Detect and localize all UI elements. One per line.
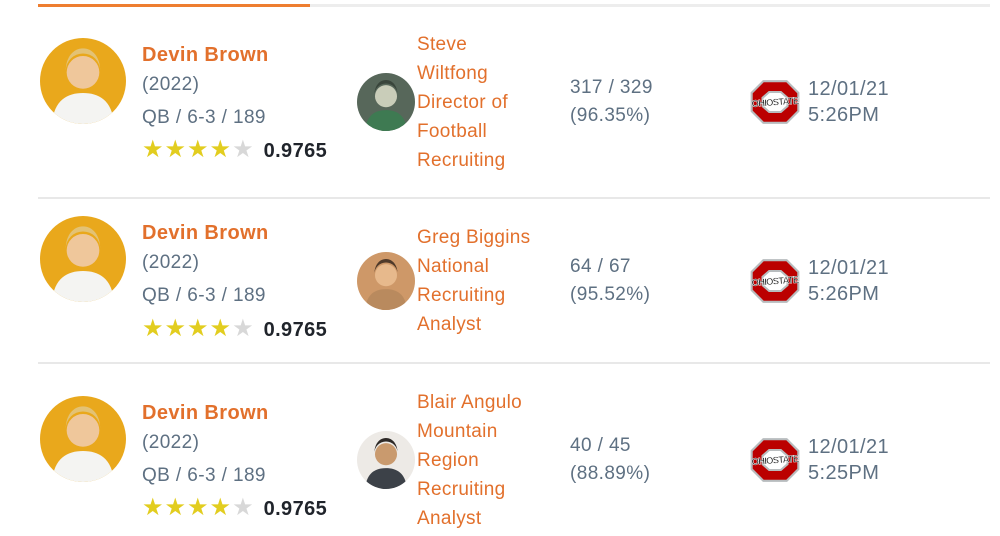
prediction-row: Devin Brown (2022) QB / 6-3 / 189 ★★★★★ …	[0, 199, 1000, 362]
prediction-timestamp: 12/01/21 5:25PM	[808, 434, 889, 486]
player-cell: Devin Brown (2022) QB / 6-3 / 189 ★★★★★ …	[40, 216, 357, 345]
expert-cell: Blair Angulo Mountain Region Recruiting …	[357, 388, 570, 533]
accuracy-record: 317 / 329	[570, 77, 653, 98]
expert-cell: Greg Biggins National Recruiting Analyst	[357, 223, 570, 339]
player-vitals: QB / 6-3 / 189	[142, 106, 266, 128]
rating-value: 0.9765	[263, 498, 328, 520]
star-rating-icons: ★★★★★	[142, 495, 255, 524]
prediction-timestamp: 12/01/21 5:26PM	[808, 255, 889, 307]
player-name-link[interactable]: Devin Brown	[142, 43, 269, 66]
player-avatar-image	[40, 37, 126, 124]
prediction-row: Devin Brown (2022) QB / 6-3 / 189 ★★★★★ …	[0, 7, 1000, 197]
player-class-year: (2022)	[142, 73, 200, 95]
player-name-link[interactable]: Devin Brown	[142, 222, 269, 244]
player-info: Devin Brown (2022) QB / 6-3 / 189 ★★★★★ …	[142, 401, 327, 525]
prediction-date: 12/01/21	[808, 256, 890, 279]
expert-name: Steve Wiltfong	[417, 33, 489, 84]
prediction-cell: OHIOSTATE 12/01/21 5:25PM	[750, 434, 889, 486]
prediction-date: 12/01/21	[808, 436, 890, 458]
star-filled-icon: ★	[142, 136, 164, 163]
ohio-state-logo[interactable]: OHIOSTATE	[750, 258, 800, 304]
star-filled-icon: ★	[187, 314, 209, 342]
star-empty-icon: ★	[232, 494, 254, 521]
star-empty-icon: ★	[232, 314, 254, 342]
expert-name-title-link[interactable]: Greg Biggins National Recruiting Analyst	[417, 223, 539, 339]
star-filled-icon: ★	[142, 494, 164, 521]
prediction-time: 5:26PM	[808, 282, 880, 305]
player-name-link[interactable]: Devin Brown	[142, 401, 269, 424]
progress-fill	[38, 4, 310, 7]
accuracy-percent: (96.35%)	[570, 105, 651, 126]
star-filled-icon: ★	[209, 314, 232, 342]
rating-value: 0.9765	[263, 318, 328, 341]
player-avatar[interactable]	[40, 395, 126, 482]
prediction-row: Devin Brown (2022) QB / 6-3 / 189 ★★★★★ …	[0, 364, 1000, 536]
svg-text:OHIOSTATE: OHIOSTATE	[751, 96, 800, 110]
prediction-date: 12/01/21	[808, 78, 890, 100]
star-filled-icon: ★	[164, 314, 187, 342]
prediction-cell: OHIOSTATE 12/01/21 5:26PM	[750, 76, 889, 128]
star-rating-icons: ★★★★★	[142, 314, 255, 345]
progress-track	[38, 4, 990, 7]
player-class-year: (2022)	[142, 252, 200, 273]
expert-name-title-link[interactable]: Steve Wiltfong Director of Football Recr…	[417, 30, 539, 175]
star-filled-icon: ★	[187, 136, 209, 163]
player-cell: Devin Brown (2022) QB / 6-3 / 189 ★★★★★ …	[40, 395, 357, 525]
rating-value: 0.9765	[263, 140, 328, 162]
expert-avatar[interactable]	[357, 431, 415, 489]
expert-name: Blair Angulo	[417, 391, 523, 413]
row-divider	[38, 197, 990, 199]
player-avatar-image	[40, 216, 126, 302]
accuracy-cell: 40 / 45 (88.89%)	[570, 432, 750, 488]
player-avatar[interactable]	[40, 216, 126, 302]
player-avatar[interactable]	[40, 37, 126, 124]
player-info: Devin Brown (2022) QB / 6-3 / 189 ★★★★★ …	[142, 43, 327, 167]
prediction-time: 5:26PM	[808, 104, 880, 126]
star-empty-icon: ★	[232, 136, 254, 163]
player-vitals: QB / 6-3 / 189	[142, 285, 266, 306]
accuracy-record: 64 / 67	[570, 255, 631, 277]
star-filled-icon: ★	[209, 136, 232, 163]
accuracy-percent: (95.52%)	[570, 283, 651, 305]
star-filled-icon: ★	[164, 494, 187, 521]
rating-line: ★★★★★ 0.9765	[142, 315, 327, 345]
player-avatar-image	[40, 395, 126, 482]
accuracy-cell: 317 / 329 (96.35%)	[570, 74, 750, 130]
expert-title: Mountain Region Recruiting Analyst	[417, 420, 506, 529]
expert-cell: Steve Wiltfong Director of Football Recr…	[357, 30, 570, 175]
star-filled-icon: ★	[209, 494, 232, 521]
player-vitals: QB / 6-3 / 189	[142, 464, 266, 486]
expert-avatar-image	[357, 73, 415, 131]
svg-text:OHIOSTATE: OHIOSTATE	[751, 274, 800, 288]
rating-line: ★★★★★ 0.9765	[142, 137, 327, 167]
star-filled-icon: ★	[164, 136, 187, 163]
expert-name-title-link[interactable]: Blair Angulo Mountain Region Recruiting …	[417, 388, 539, 533]
player-class-year: (2022)	[142, 431, 200, 453]
expert-avatar[interactable]	[357, 251, 415, 310]
row-divider	[38, 362, 990, 364]
player-cell: Devin Brown (2022) QB / 6-3 / 189 ★★★★★ …	[40, 37, 357, 167]
expert-name: Greg Biggins	[417, 226, 531, 248]
star-filled-icon: ★	[187, 494, 209, 521]
prediction-time: 5:25PM	[808, 462, 880, 484]
player-info: Devin Brown (2022) QB / 6-3 / 189 ★★★★★ …	[142, 221, 327, 345]
expert-title: National Recruiting Analyst	[417, 255, 506, 335]
rating-line: ★★★★★ 0.9765	[142, 495, 327, 525]
star-rating-icons: ★★★★★	[142, 137, 255, 166]
expert-avatar-image	[357, 431, 415, 489]
prediction-cell: OHIOSTATE 12/01/21 5:26PM	[750, 255, 889, 307]
expert-title: Director of Football Recruiting	[417, 91, 508, 171]
star-filled-icon: ★	[142, 314, 164, 342]
accuracy-percent: (88.89%)	[570, 463, 651, 484]
expert-avatar[interactable]	[357, 73, 415, 131]
accuracy-record: 40 / 45	[570, 435, 631, 456]
prediction-timestamp: 12/01/21 5:26PM	[808, 76, 889, 128]
accuracy-cell: 64 / 67 (95.52%)	[570, 253, 750, 309]
svg-text:OHIOSTATE: OHIOSTATE	[751, 454, 800, 468]
expert-avatar-image	[357, 251, 415, 310]
ohio-state-logo[interactable]: OHIOSTATE	[750, 437, 800, 483]
ohio-state-logo[interactable]: OHIOSTATE	[750, 79, 800, 125]
